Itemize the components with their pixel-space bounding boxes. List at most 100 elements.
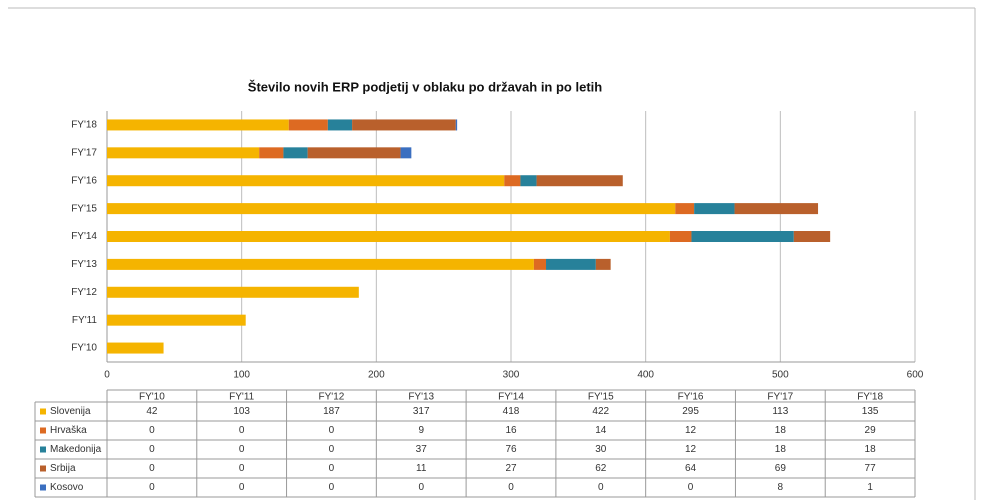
legend-swatch: [40, 465, 46, 472]
table-cell: 30: [595, 444, 607, 455]
bar-segment: [352, 119, 456, 131]
y-tick-label: FY'11: [72, 315, 98, 326]
y-tick-label: FY'18: [71, 120, 97, 131]
table-cell: 135: [862, 406, 879, 417]
legend-swatch: [40, 484, 46, 491]
table-cell: 77: [865, 463, 877, 474]
table-cell: 16: [505, 425, 517, 436]
table-cell: 0: [329, 482, 335, 493]
bar-segment: [107, 258, 534, 270]
table-cell: 29: [865, 425, 877, 436]
bar-segment: [107, 119, 289, 131]
table-cell: 0: [329, 425, 335, 436]
table-cell: 18: [865, 444, 877, 455]
table-cell: 103: [233, 406, 250, 417]
bar-segment: [107, 314, 246, 326]
table-cell: 0: [239, 425, 245, 436]
table-header: FY'18: [857, 392, 883, 403]
table-cell: 14: [595, 425, 607, 436]
table-cell: 0: [149, 444, 155, 455]
bar-segment: [327, 119, 353, 131]
table-cell: 0: [688, 482, 694, 493]
table-header: FY'15: [588, 392, 614, 403]
bar-segment: [694, 203, 735, 215]
bar-segment: [107, 203, 676, 215]
y-tick-label: FY'14: [71, 231, 97, 242]
table-cell: 0: [329, 444, 335, 455]
legend-swatch: [40, 427, 46, 434]
table-cell: 42: [146, 406, 158, 417]
bar-segment: [595, 258, 611, 270]
x-tick-label: 200: [368, 370, 385, 381]
legend-label: Makedonija: [50, 444, 102, 455]
table-cell: 9: [418, 425, 424, 436]
x-tick-label: 0: [104, 370, 110, 381]
bar-segment: [400, 147, 412, 159]
table-cell: 37: [416, 444, 428, 455]
table-cell: 62: [595, 463, 607, 474]
table-cell: 18: [775, 425, 787, 436]
table-cell: 0: [239, 444, 245, 455]
bar-segment: [455, 119, 458, 131]
bar-segment: [307, 147, 401, 159]
table-cell: 0: [239, 463, 245, 474]
bar-segment: [107, 175, 505, 187]
table-cell: 8: [778, 482, 784, 493]
table-cell: 0: [598, 482, 604, 493]
table-cell: 12: [685, 444, 697, 455]
legend-label: Slovenija: [50, 406, 91, 417]
bar-segment: [793, 231, 831, 242]
legend-swatch: [40, 408, 46, 415]
x-tick-label: 100: [233, 370, 250, 381]
table-cell: 11: [416, 463, 427, 474]
table-cell: 0: [418, 482, 424, 493]
bar-segment: [675, 203, 695, 215]
table-cell: 0: [508, 482, 514, 493]
bar-segment: [533, 258, 547, 270]
y-tick-label: FY'15: [71, 203, 97, 214]
y-tick-label: FY'10: [71, 343, 97, 354]
table-header: FY'13: [408, 392, 434, 403]
table-header: FY'11: [229, 392, 255, 403]
bar-segment: [504, 175, 521, 187]
x-tick-label: 400: [637, 370, 654, 381]
y-tick-label: FY'16: [71, 175, 97, 186]
x-tick-label: 600: [907, 370, 924, 381]
legend-label: Srbija: [50, 463, 76, 474]
y-tick-label: FY'12: [71, 287, 97, 298]
bar-segment: [669, 231, 692, 242]
table-cell: 0: [149, 425, 155, 436]
table-header: FY'10: [139, 392, 165, 403]
bar-segment: [520, 175, 537, 187]
bar-segment: [107, 231, 670, 242]
table-cell: 187: [323, 406, 340, 417]
table-cell: 27: [505, 463, 517, 474]
bar-segment: [546, 258, 596, 270]
table-cell: 64: [685, 463, 697, 474]
table-cell: 113: [772, 406, 788, 417]
x-tick-label: 500: [772, 370, 789, 381]
chart-title: Število novih ERP podjetij v oblaku po d…: [248, 79, 602, 94]
table-cell: 18: [775, 444, 787, 455]
table-cell: 0: [149, 463, 155, 474]
bar-segment: [283, 147, 308, 159]
bar-segment: [107, 342, 164, 354]
y-tick-label: FY'17: [71, 147, 97, 158]
table-cell: 422: [592, 406, 609, 417]
y-tick-label: FY'13: [71, 259, 97, 270]
table-header: FY'12: [319, 392, 345, 403]
table-cell: 69: [775, 463, 787, 474]
table-cell: 0: [239, 482, 245, 493]
bar-segment: [107, 147, 260, 159]
bar-segment: [691, 231, 794, 242]
table-cell: 0: [149, 482, 155, 493]
table-cell: 12: [685, 425, 697, 436]
bar-segment: [288, 119, 328, 131]
table-header: FY'16: [678, 392, 704, 403]
table-cell: 295: [682, 406, 699, 417]
table-cell: 317: [413, 406, 430, 417]
legend-label: Kosovo: [50, 482, 84, 493]
table-cell: 418: [503, 406, 520, 417]
table-header: FY'17: [767, 392, 793, 403]
